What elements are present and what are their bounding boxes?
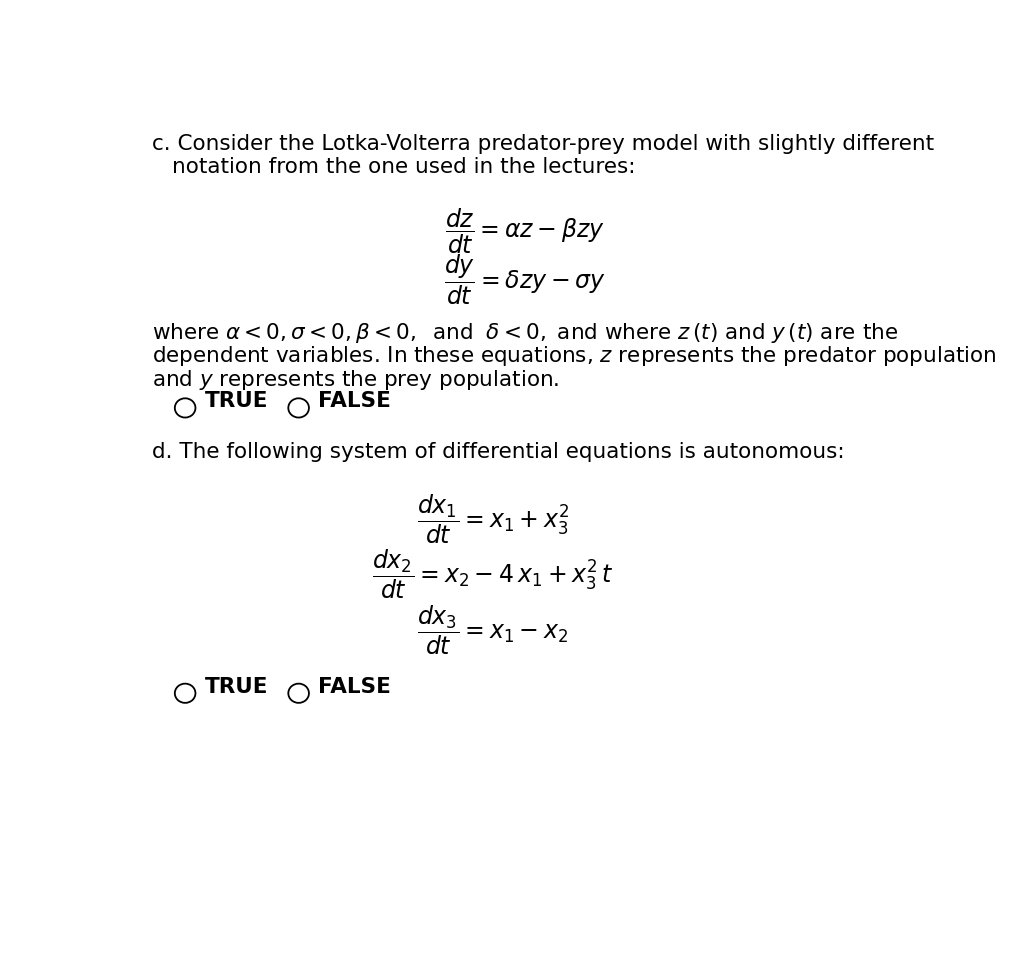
Text: TRUE: TRUE — [205, 677, 268, 697]
Text: $\dfrac{dx_3}{dt} = x_1 - x_2$: $\dfrac{dx_3}{dt} = x_1 - x_2$ — [418, 603, 568, 657]
Text: FALSE: FALSE — [318, 677, 391, 697]
Text: $\dfrac{dx_1}{dt} = x_1 + x_3^2$: $\dfrac{dx_1}{dt} = x_1 + x_3^2$ — [417, 492, 569, 546]
Text: where $\alpha < 0, \sigma < 0, \beta < 0,\;$ and $\;\delta < 0,$ and where $z\,(: where $\alpha < 0, \sigma < 0, \beta < 0… — [152, 321, 898, 345]
Text: $\dfrac{dx_2}{dt} = x_2 - 4\,x_1 + x_3^2\,t$: $\dfrac{dx_2}{dt} = x_2 - 4\,x_1 + x_3^2… — [373, 547, 613, 601]
Text: notation from the one used in the lectures:: notation from the one used in the lectur… — [172, 157, 635, 178]
Text: $\dfrac{dy}{dt} = \delta zy - \sigma y$: $\dfrac{dy}{dt} = \delta zy - \sigma y$ — [443, 252, 606, 307]
Text: TRUE: TRUE — [205, 392, 268, 411]
Text: d. The following system of differential equations is autonomous:: d. The following system of differential … — [152, 442, 845, 462]
Text: $\dfrac{dz}{dt} = \alpha z - \beta zy$: $\dfrac{dz}{dt} = \alpha z - \beta zy$ — [444, 206, 605, 256]
Text: and $y$ represents the prey population.: and $y$ represents the prey population. — [152, 368, 559, 392]
Text: FALSE: FALSE — [318, 392, 391, 411]
Text: dependent variables. In these equations, $z$ represents the predator population: dependent variables. In these equations,… — [152, 345, 996, 369]
Text: c. Consider the Lotka-Volterra predator-prey model with slightly different: c. Consider the Lotka-Volterra predator-… — [152, 133, 934, 154]
